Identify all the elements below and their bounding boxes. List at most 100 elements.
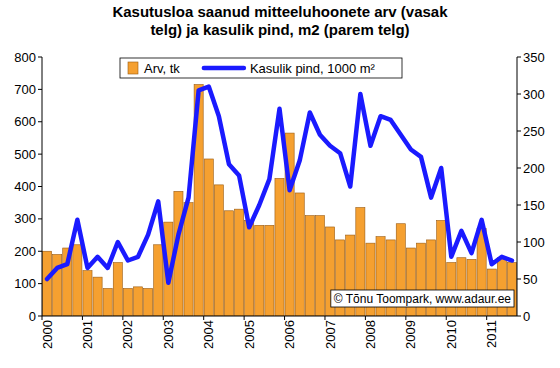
x-tick-label: 2002 [120, 320, 135, 349]
y-tick [38, 283, 42, 284]
bar [275, 178, 284, 316]
legend-label: Kasulik pind, 1000 m² [250, 61, 376, 76]
plot-marks [43, 85, 517, 316]
y-tick [38, 154, 42, 155]
x-tick-label: 2007 [323, 320, 338, 349]
x-tick [82, 316, 83, 320]
x-tick [446, 316, 447, 320]
background [0, 0, 560, 368]
y-tick-label: 200 [14, 244, 36, 259]
x-tick-label: 2010 [444, 320, 459, 349]
y2-tick-label: 0 [523, 309, 530, 324]
legend: Arv, tk Kasulik pind, 1000 m² [120, 58, 402, 78]
bar [447, 263, 456, 316]
y-tick [38, 57, 42, 58]
y2-tick [517, 205, 521, 206]
title-line: Kasutusloa saanud mitteeluhoonete arv (v… [112, 3, 448, 20]
bar [103, 288, 112, 316]
bar [265, 225, 274, 316]
y2-tick [517, 168, 521, 169]
y-tick-label: 700 [14, 82, 36, 97]
bar [113, 263, 122, 316]
title-line: telg) ja kasulik pind, m2 (parem telg) [150, 21, 409, 38]
legend-label: Arv, tk [144, 61, 180, 76]
x-tick [122, 316, 123, 320]
x-tick [324, 316, 325, 320]
y2-tick-label: 250 [523, 124, 545, 139]
legend-swatch [128, 62, 138, 74]
y-tick-label: 600 [14, 114, 36, 129]
x-tick [486, 316, 487, 320]
bar [224, 211, 233, 316]
bar [184, 203, 193, 316]
bar [235, 209, 244, 316]
bar [295, 193, 304, 316]
bar [144, 288, 153, 316]
y-tick-label: 400 [14, 179, 36, 194]
bar [154, 245, 163, 316]
x-tick [244, 316, 245, 320]
line [47, 87, 512, 283]
y2-tick [517, 242, 521, 243]
y-tick-label: 800 [14, 50, 36, 65]
bar [305, 216, 314, 316]
bar [214, 185, 223, 316]
x-tick-label: 2008 [363, 320, 378, 349]
y-tick [38, 121, 42, 122]
y2-axis [517, 57, 518, 316]
x-tick-label: 2005 [242, 320, 257, 349]
x-tick-label: 2009 [403, 320, 418, 349]
title: Kasutusloa saanud mitteeluhoonete arv (v… [112, 3, 448, 38]
bar [315, 216, 324, 316]
bar [93, 277, 102, 316]
y-tick-label: 500 [14, 147, 36, 162]
y2-tick [517, 131, 521, 132]
y-tick [38, 218, 42, 219]
annotation-box [331, 290, 514, 307]
x-tick [284, 316, 285, 320]
bar [467, 259, 476, 316]
bar [123, 288, 132, 316]
x-tick [42, 316, 43, 320]
annotation [331, 290, 514, 307]
bar [255, 225, 264, 316]
bar [83, 271, 92, 316]
legend-box [120, 58, 402, 78]
bar [53, 254, 62, 316]
x-tick [365, 316, 366, 320]
x-tick [405, 316, 406, 320]
y2-tick-label: 100 [523, 235, 545, 250]
x-tick [163, 316, 164, 320]
x-tick [203, 316, 204, 320]
bar [133, 287, 142, 316]
y-tick [38, 251, 42, 252]
y2-tick-label: 350 [523, 50, 545, 65]
bar [73, 245, 82, 316]
x-tick-label: 2004 [201, 320, 216, 349]
y2-tick [517, 279, 521, 280]
y-tick [38, 186, 42, 187]
y2-tick-label: 200 [523, 161, 545, 176]
y2-tick [517, 94, 521, 95]
bar [507, 263, 516, 316]
y-tick [38, 89, 42, 90]
bar [245, 220, 254, 316]
bar [204, 159, 213, 316]
y-tick-label: 300 [14, 211, 36, 226]
x-tick-label: 2001 [80, 320, 95, 349]
x-tick-label: 2000 [40, 320, 55, 349]
x-tick-label: 2006 [282, 320, 297, 349]
bar [43, 251, 52, 316]
x-axis [42, 316, 517, 317]
legend-swatch [204, 66, 244, 71]
annotation-text: © Tõnu Toompark, www.adaur.ee [334, 292, 511, 306]
y-tick-label: 0 [29, 309, 36, 324]
y2-tick [517, 316, 521, 317]
y2-tick-label: 150 [523, 198, 545, 213]
y2-tick-label: 50 [523, 272, 537, 287]
x-tick-label: 2003 [161, 320, 176, 349]
y2-tick-label: 300 [523, 87, 545, 102]
x-tick-label: 2011 [484, 320, 499, 348]
y-tick [38, 316, 42, 317]
y2-tick [517, 57, 521, 58]
